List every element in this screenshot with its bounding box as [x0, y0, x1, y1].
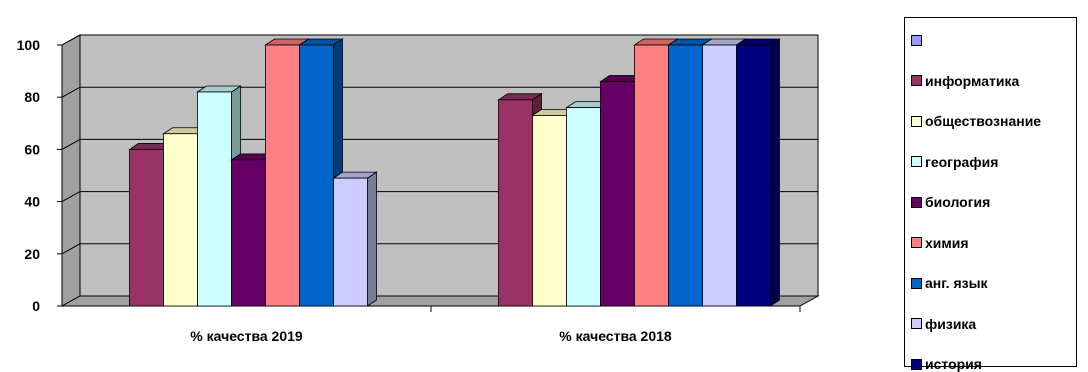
- bars: [128, 38, 781, 307]
- legend-label: обществознание: [925, 113, 1042, 129]
- legend-swatch: [911, 75, 922, 86]
- legend-label: история: [925, 356, 982, 372]
- legend-item: обществознание: [911, 113, 1041, 129]
- legend-swatch: [911, 237, 922, 248]
- bar: [735, 38, 781, 307]
- legend-label: информатика: [925, 72, 1020, 89]
- legend-label: физика: [925, 315, 977, 332]
- legend-swatch: [911, 156, 922, 167]
- legend-item: анг. язык: [911, 275, 988, 291]
- bar-chart: 0 20 40 60 80 100 % качества 2019 % качества 20…: [17, 34, 820, 344]
- legend-swatch: [911, 34, 922, 46]
- legend-label: география: [925, 153, 999, 170]
- side-wall: [61, 34, 81, 307]
- axis-labels: 0 20 40 60 80 100 % качества 2019 % качества 20…: [17, 37, 672, 344]
- legend-label: биология: [925, 194, 991, 210]
- legend-item: физика: [911, 316, 976, 332]
- legend-swatch: [911, 358, 922, 370]
- y-tick-label: 40: [24, 194, 40, 210]
- gridline: [61, 34, 818, 46]
- y-tick-label: 0: [32, 298, 40, 314]
- legend-swatch: [911, 115, 922, 127]
- legend-swatch: [911, 196, 922, 208]
- bar: [332, 171, 378, 307]
- legend-item: география: [911, 154, 998, 170]
- legend-label: химия: [925, 234, 969, 251]
- legend-item: история: [911, 356, 982, 372]
- legend-item: химия: [911, 235, 969, 251]
- legend-label: анг. язык: [925, 275, 988, 291]
- category-label: % качества 2018: [559, 328, 672, 344]
- legend: информатика обществознание география биолог…: [904, 17, 1077, 372]
- legend-item: биология: [911, 194, 990, 210]
- legend-swatch: [911, 318, 922, 329]
- legend-swatch: [911, 277, 922, 289]
- legend-item: [911, 32, 925, 48]
- y-tick-label: 100: [17, 37, 41, 53]
- y-tick-label: 80: [24, 89, 40, 105]
- legend-item: информатика: [911, 73, 1019, 89]
- gridline: [61, 86, 818, 98]
- y-tick-label: 60: [24, 141, 40, 157]
- category-label: % качества 2019: [190, 328, 303, 344]
- y-tick-label: 20: [24, 246, 40, 262]
